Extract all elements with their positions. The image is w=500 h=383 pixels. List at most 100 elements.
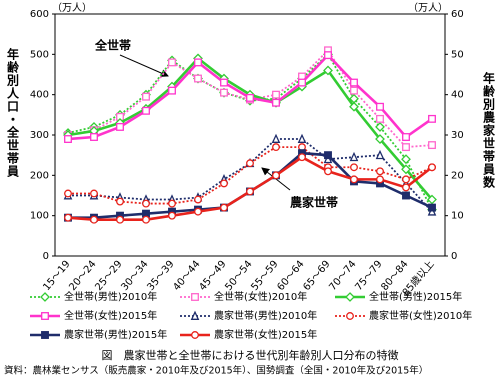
point: [350, 163, 358, 172]
point: [220, 78, 228, 87]
point: [116, 197, 124, 206]
point: [402, 133, 410, 141]
caption: 図 農家世帯と全世帯における世代別年齢別人口分布の特徴: [102, 348, 399, 362]
legend-marker: [345, 292, 355, 302]
x-tick-label: 25～29: [93, 259, 124, 293]
y-tick-label: 400: [30, 90, 49, 101]
x-tick-label: 45～49: [197, 259, 228, 293]
legend-marker: [191, 331, 199, 339]
y-axis-title: 年齢別人口・全世帯員: [6, 47, 20, 178]
annotation: 農家世帯: [290, 195, 338, 210]
legend-marker: [190, 310, 200, 320]
x-tick-label: 20～24: [67, 259, 98, 293]
point: [376, 102, 384, 111]
legend-marker: [40, 292, 50, 302]
legend-label: 全世帯(男性)2010年: [64, 290, 157, 303]
point: [168, 86, 176, 95]
y2-tick-label: 60: [451, 9, 464, 20]
y2-tick-label: 30: [451, 130, 464, 141]
point: [375, 134, 385, 144]
point: [168, 211, 176, 220]
point: [428, 141, 436, 150]
point: [428, 114, 436, 123]
point: [350, 86, 358, 95]
y-tick-label: 100: [30, 211, 49, 222]
point: [272, 90, 280, 99]
point: [427, 194, 437, 205]
y2-tick-label: 0: [451, 251, 457, 262]
y-tick-label: 200: [30, 170, 49, 181]
point: [402, 183, 410, 192]
point: [168, 199, 176, 208]
point: [194, 195, 202, 204]
point: [142, 106, 150, 115]
point: [220, 203, 228, 212]
point: [220, 88, 228, 97]
legend-marker: [191, 293, 199, 301]
point: [246, 187, 254, 196]
point: [428, 163, 436, 172]
point: [297, 133, 307, 143]
y-tick-label: 0: [43, 251, 49, 262]
point: [142, 199, 150, 208]
y2-unit: （万人）: [408, 2, 448, 14]
point: [376, 114, 384, 123]
point: [246, 93, 254, 102]
point: [375, 149, 385, 160]
point: [64, 189, 72, 198]
y-tick-label: 500: [30, 49, 49, 60]
point: [324, 151, 332, 160]
point: [402, 143, 410, 152]
point: [349, 101, 359, 112]
x-tick-label: 60～64: [275, 259, 306, 293]
y-tick-label: 300: [30, 130, 49, 141]
point: [116, 215, 124, 224]
point: [90, 215, 98, 224]
point: [271, 133, 281, 143]
point: [376, 167, 384, 176]
x-tick-label: 55～59: [249, 259, 280, 293]
y2-tick-label: 20: [451, 170, 464, 181]
legend-label: 全世帯(女性)2015年: [64, 309, 157, 322]
point: [64, 135, 72, 143]
x-tick-label: 75～79: [353, 259, 384, 293]
x-tick-label: 50～54: [223, 259, 254, 293]
point: [375, 122, 385, 132]
y-unit: （万人）: [52, 2, 92, 14]
y2-tick-label: 40: [451, 90, 464, 101]
point: [194, 207, 202, 216]
point: [220, 179, 228, 188]
point: [350, 175, 358, 184]
point: [402, 191, 410, 200]
point: [194, 58, 202, 67]
legend-marker: [41, 331, 49, 339]
point: [64, 213, 72, 222]
y-tick-label: 600: [30, 9, 49, 20]
y2-axis-title: 年齢別農家世帯員数: [482, 71, 496, 189]
point: [272, 98, 280, 107]
point: [116, 122, 124, 131]
point: [168, 58, 176, 67]
series-line: [68, 146, 433, 205]
legend-marker: [346, 312, 354, 320]
legend-label: 農家世帯(女性)2015年: [214, 328, 317, 341]
annotation: 全世帯: [94, 38, 131, 53]
point: [142, 215, 150, 224]
annotation-arrow: [119, 54, 169, 77]
point: [428, 203, 436, 212]
x-tick-label: 35～39: [145, 259, 176, 293]
point: [349, 151, 359, 162]
point: [402, 175, 410, 184]
point: [324, 51, 332, 60]
x-tick-label: 15～19: [41, 259, 72, 293]
x-tick-label: 70～74: [327, 259, 358, 293]
x-tick-label: 40～44: [171, 259, 202, 293]
x-tick-label: 65～69: [301, 259, 332, 293]
point: [324, 167, 332, 176]
y2-tick-label: 10: [451, 211, 464, 222]
point: [323, 65, 333, 76]
point: [246, 159, 254, 168]
point: [376, 175, 384, 184]
point: [298, 153, 306, 162]
point: [350, 78, 358, 87]
